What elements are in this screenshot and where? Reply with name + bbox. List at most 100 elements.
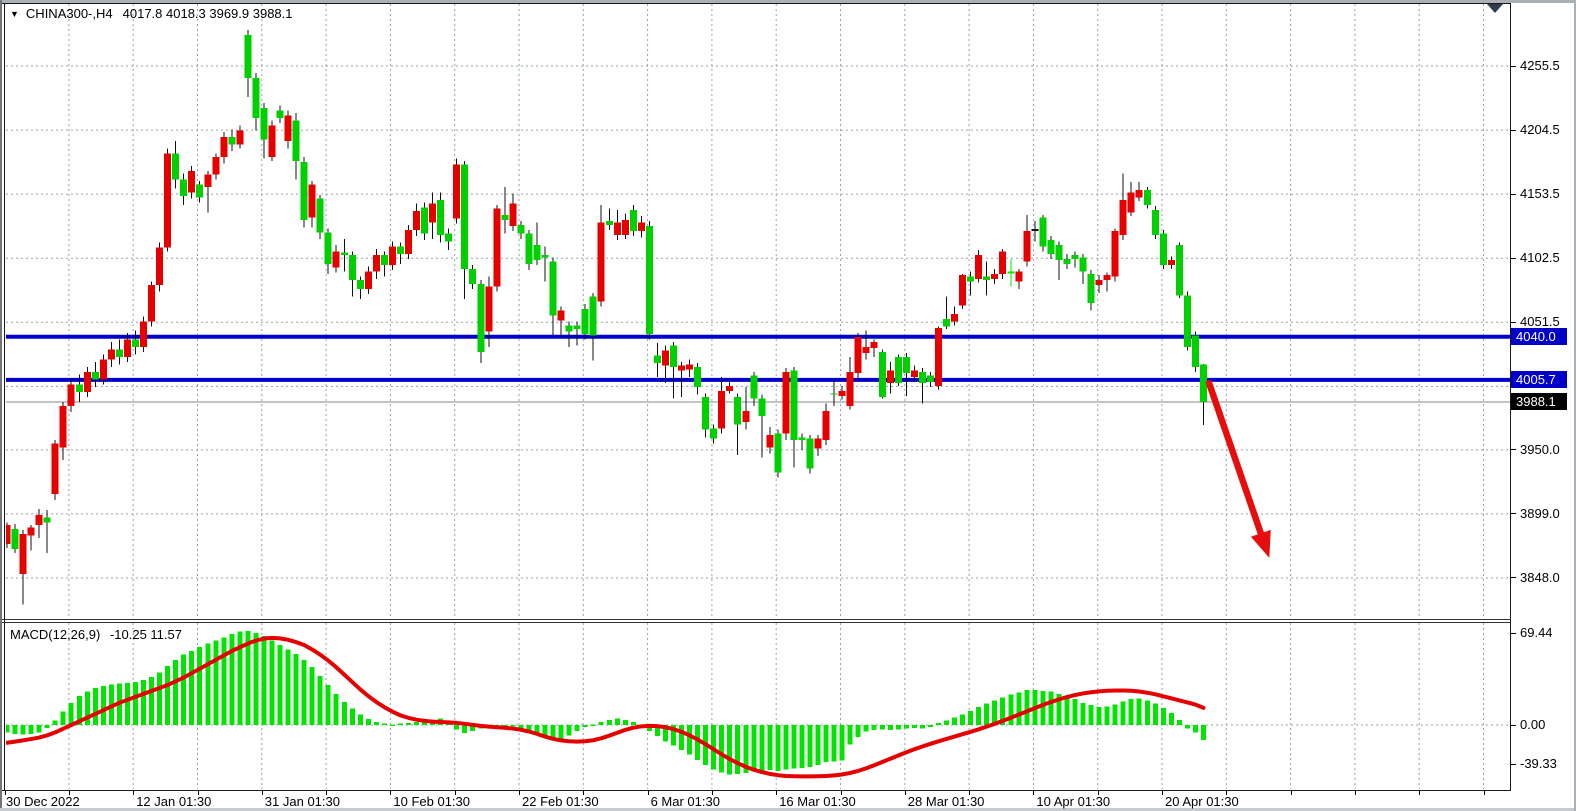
macd-bar — [285, 649, 291, 725]
time-axis-label[interactable]: 10 Apr 01:30 — [1036, 794, 1111, 809]
candle — [356, 280, 364, 290]
panel-separator[interactable] — [2, 619, 1511, 620]
macd-bar — [141, 679, 147, 725]
macd-bar — [871, 725, 877, 731]
candle — [822, 410, 830, 440]
symbol-dropdown-icon[interactable]: ▼ — [10, 8, 19, 19]
candle — [934, 327, 942, 386]
candle — [669, 345, 677, 367]
macd-bar — [6, 725, 10, 733]
current-price-badge[interactable]: 3988.1 — [1511, 393, 1567, 411]
macd-bar — [1184, 725, 1190, 729]
candle — [1111, 231, 1119, 277]
macd-bar — [406, 722, 411, 725]
macd-bar — [165, 665, 171, 725]
macd-bar — [863, 725, 869, 732]
candle — [131, 339, 139, 347]
trend-arrow-annotation[interactable] — [1205, 379, 1271, 558]
macd-bar — [1048, 691, 1054, 725]
time-axis-tick — [840, 791, 842, 795]
price-level-badge[interactable]: 4040.0 — [1511, 328, 1567, 346]
time-axis-label[interactable]: 31 Jan 01:30 — [264, 794, 340, 809]
macd-values: -10.25 11.57 — [109, 627, 182, 642]
macd-bar — [590, 724, 596, 726]
macd-bar — [124, 682, 130, 725]
candle — [1175, 245, 1183, 296]
candle — [204, 174, 212, 188]
candle — [910, 370, 918, 377]
time-axis-label[interactable]: 28 Mar 01:30 — [907, 794, 985, 809]
candle — [814, 438, 822, 449]
macd-bar — [984, 703, 990, 725]
macd-bar — [36, 725, 42, 733]
candle — [485, 286, 493, 332]
macd-bar — [687, 725, 693, 755]
macd-bar — [911, 725, 917, 728]
candle — [653, 355, 661, 364]
ohlc-readout: 4017.8 4018.3 3969.9 3988.1 — [122, 6, 293, 21]
candle — [838, 390, 846, 396]
price-axis[interactable]: 4255.5 4204.5 4153.5 4102.5 4051.5 3950.0 3899… — [1511, 0, 1576, 790]
macd-bar — [1016, 692, 1022, 725]
candle — [726, 385, 734, 391]
candle — [1087, 273, 1095, 303]
candle — [718, 390, 726, 429]
candle — [276, 110, 284, 119]
candle — [172, 153, 180, 180]
time-axis-label[interactable]: 20 Apr 01:30 — [1165, 794, 1239, 809]
macd-bar — [181, 654, 187, 725]
time-axis-label[interactable]: 10 Feb 01:30 — [393, 794, 471, 809]
candle — [918, 371, 926, 384]
candlesticks — [6, 30, 1207, 605]
candle — [694, 366, 702, 388]
macd-bar — [269, 640, 275, 725]
candle — [1023, 231, 1031, 262]
time-axis-label[interactable]: 16 Mar 01:30 — [779, 794, 856, 809]
candle — [830, 393, 838, 395]
time-axis-tick — [969, 791, 971, 795]
candle — [220, 136, 228, 158]
macd-bar — [237, 631, 243, 725]
macd-bar — [357, 714, 363, 725]
chart-shift-marker-icon[interactable] — [1487, 4, 1503, 13]
macd-bar — [157, 672, 163, 725]
price-chart-canvas[interactable] — [6, 4, 1510, 619]
macd-bar — [670, 725, 676, 746]
candle — [477, 283, 485, 352]
macd-bar — [510, 725, 516, 727]
time-axis-tick — [68, 791, 70, 795]
macd-bar — [960, 714, 966, 725]
time-axis-label[interactable]: 22 Feb 01:30 — [522, 794, 599, 809]
candle — [967, 276, 975, 282]
macd-bar — [582, 725, 588, 728]
macd-indicator-canvas[interactable] — [6, 623, 1510, 789]
price-level-badge[interactable]: 4005.7 — [1511, 371, 1567, 389]
macd-bar — [1112, 704, 1118, 725]
candle — [525, 233, 533, 264]
candle — [702, 397, 710, 430]
horizontal-level-lines[interactable] — [6, 334, 1510, 382]
macd-bar — [422, 721, 428, 725]
window-left-edge — [0, 0, 2, 811]
time-axis[interactable]: 30 Dec 2022 12 Jan 01:30 31 Jan 01:30 10 Fe… — [0, 791, 1510, 810]
panel-separator[interactable] — [2, 622, 1511, 623]
time-axis-tick — [133, 791, 135, 795]
macd-bar — [927, 725, 933, 728]
candle — [758, 398, 766, 416]
macd-bar — [1160, 707, 1166, 725]
macd-bar — [606, 719, 612, 725]
time-axis-tick — [776, 791, 778, 795]
macd-bar — [558, 725, 564, 740]
time-axis-tick — [1162, 791, 1163, 795]
candle — [324, 232, 332, 264]
macd-bar — [679, 725, 685, 751]
time-axis-origin-label[interactable]: 30 Dec 2022 — [6, 794, 80, 809]
time-axis-label[interactable]: 12 Jan 01:30 — [136, 794, 212, 809]
candle — [35, 515, 43, 526]
candle — [388, 246, 396, 266]
macd-axis-label: 0.00 — [1520, 717, 1546, 732]
time-axis-label[interactable]: 6 Mar 01:30 — [650, 794, 720, 809]
time-axis-tick — [261, 791, 263, 795]
candle — [1055, 245, 1063, 261]
candle — [75, 384, 83, 393]
